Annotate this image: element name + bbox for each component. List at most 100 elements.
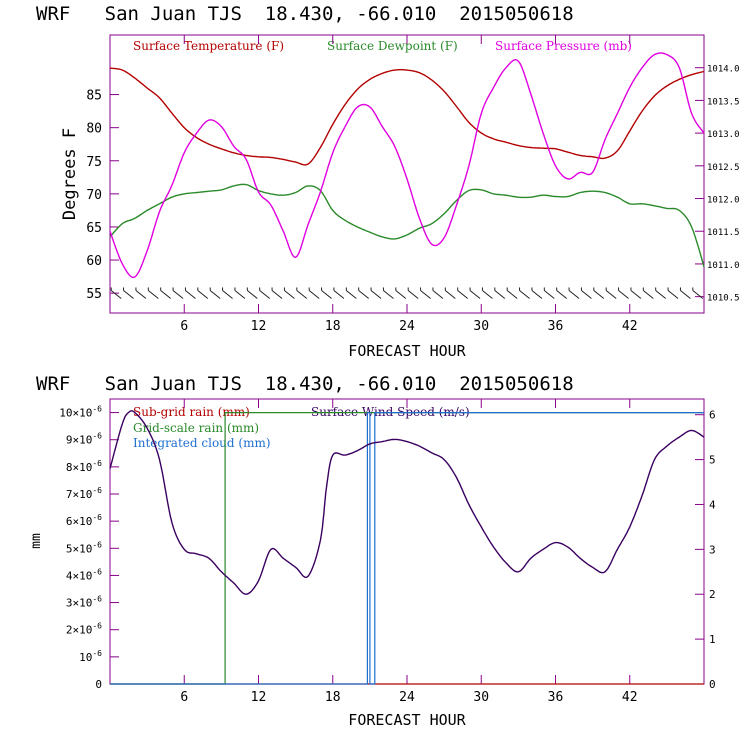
top-x-tick-label: 36 (548, 319, 564, 334)
wind-barb (185, 290, 196, 299)
pressure-line (109, 52, 705, 279)
top-x-tick-label: 18 (325, 319, 341, 334)
top-y2-tick-label: 1010.5 (707, 294, 740, 304)
legend-subgrid-rain: Sub-grid rain (mm) (133, 405, 250, 419)
wind-barb (247, 290, 258, 299)
top-y-tick-label: 55 (86, 287, 102, 302)
wind-barb (222, 290, 233, 299)
bottom-y2-tick-label: 3 (709, 543, 716, 556)
top-series (109, 52, 705, 279)
wind-barb (160, 290, 171, 299)
dewpoint-line (109, 183, 705, 267)
legend-gridscale-rain: Grid-scale rain (mm) (133, 421, 259, 435)
bottom-y2-tick-label: 5 (709, 454, 716, 467)
bottom-x-axis-label: FORECAST HOUR (348, 711, 466, 729)
wind-barb (432, 290, 444, 299)
wind-barb (618, 290, 629, 299)
bottom-y-tick-label: 10-6 (79, 649, 102, 664)
bottom-y-tick-label: 9×10-6 (66, 432, 102, 447)
wind-barb (284, 290, 295, 299)
legend-integrated-cloud: Integrated cloud (mm) (133, 436, 271, 450)
wind-barb (544, 290, 555, 299)
wind-barb (630, 290, 642, 299)
bottom-legend: Sub-grid rain (mm) Grid-scale rain (mm) … (133, 405, 470, 450)
top-y2-tick-label: 1012.5 (707, 163, 740, 173)
wind-barb (358, 290, 369, 299)
bottom-y-tick-label: 2×10-6 (66, 622, 102, 637)
top-y-ticks: 55 60 65 70 75 80 85 (86, 89, 119, 302)
wind-barb (568, 290, 580, 299)
top-y2-tick-label: 1012.0 (707, 196, 740, 206)
bottom-x-tick-label: 6 (180, 690, 188, 705)
wind-barb (457, 290, 468, 299)
wind-barb (692, 290, 704, 299)
bottom-y2-tick-label: 6 (709, 409, 716, 422)
wind-barb (346, 290, 357, 299)
wind-barb (370, 290, 382, 299)
wind-barb (110, 290, 122, 299)
top-y-axis-label: Degrees F (60, 128, 80, 220)
top-y2-tick-label: 1011.5 (707, 228, 740, 238)
top-y2-tick-label: 1011.0 (707, 261, 740, 271)
wind-barb (581, 290, 592, 299)
bottom-chart-title: WRF San Juan TJS 18.430, -66.010 2015050… (36, 373, 574, 395)
bottom-y2-ticks: 0 1 2 3 4 5 6 (695, 409, 716, 691)
wind-barb (296, 290, 308, 299)
top-legend: Surface Temperature (F) Surface Dewpoint… (133, 39, 632, 53)
top-x-tick-label: 24 (399, 319, 415, 334)
gridscale-rain-line (110, 412, 704, 685)
bottom-y2-tick-label: 4 (709, 498, 716, 511)
top-y2-ticks: 1010.5 1011.0 1011.5 1012.0 1012.5 1013.0 1013… (695, 65, 740, 304)
top-chart-title: WRF San Juan TJS 18.430, -66.010 2015050… (36, 3, 574, 25)
bottom-x-tick-label: 30 (473, 690, 489, 705)
bottom-y-axis-label: mm (29, 533, 44, 549)
top-y-tick-label: 60 (86, 254, 102, 269)
bottom-y-tick-label: 5×10-6 (66, 540, 102, 555)
wind-barb (148, 290, 159, 299)
temperature-line (109, 67, 705, 166)
wind-barb (593, 290, 605, 299)
top-y-tick-label: 65 (86, 221, 102, 236)
bottom-y-tick-label: 8×10-6 (66, 459, 102, 474)
bottom-x-tick-label: 24 (399, 690, 415, 705)
bottom-y-ticks: 0 10-6 2×10-6 3×10-6 4×10-6 5×10-6 6×10-6 7×10-… (59, 405, 119, 691)
wind-barb (556, 290, 567, 299)
top-x-tick-label: 6 (180, 319, 188, 334)
wind-barb (469, 290, 481, 299)
bottom-y-tick-label: 10×10-6 (59, 405, 102, 420)
wind-barb (172, 290, 184, 299)
top-y2-tick-label: 1014.0 (707, 65, 740, 75)
legend-pressure: Surface Pressure (mb) (495, 39, 632, 53)
wind-barb (506, 290, 518, 299)
top-y-tick-label: 70 (86, 188, 102, 203)
top-y2-tick-label: 1013.0 (707, 130, 740, 140)
wind-barb (667, 290, 679, 299)
wind-barb (123, 290, 134, 299)
bottom-y-tick-label: 4×10-6 (66, 567, 102, 582)
top-x-ticks: 6 12 18 24 30 36 42 (180, 35, 638, 334)
bottom-x-tick-label: 36 (548, 690, 564, 705)
bottom-y-tick-label: 0 (95, 678, 102, 691)
wind-barb (259, 290, 270, 299)
top-y2-tick-label: 1013.5 (707, 97, 740, 107)
top-y-tick-label: 85 (86, 89, 102, 104)
wind-barb (395, 290, 407, 299)
wind-barb (234, 290, 246, 299)
bottom-y-tick-label: 6×10-6 (66, 513, 102, 528)
bottom-y2-tick-label: 0 (709, 678, 716, 691)
top-x-tick-label: 30 (473, 319, 489, 334)
wind-barb (445, 290, 456, 299)
wind-barb (271, 290, 283, 299)
wind-barb (420, 290, 431, 299)
wind-barb (482, 290, 493, 299)
wind-barb (321, 290, 332, 299)
wind-barb (135, 290, 147, 299)
bottom-y-tick-label: 3×10-6 (66, 595, 102, 610)
legend-temperature: Surface Temperature (F) (133, 39, 284, 53)
bottom-y-tick-label: 7×10-6 (66, 486, 102, 501)
wind-speed-line (109, 410, 705, 595)
top-x-tick-label: 42 (622, 319, 638, 334)
bottom-x-tick-label: 42 (622, 690, 638, 705)
wind-barb (308, 290, 320, 299)
